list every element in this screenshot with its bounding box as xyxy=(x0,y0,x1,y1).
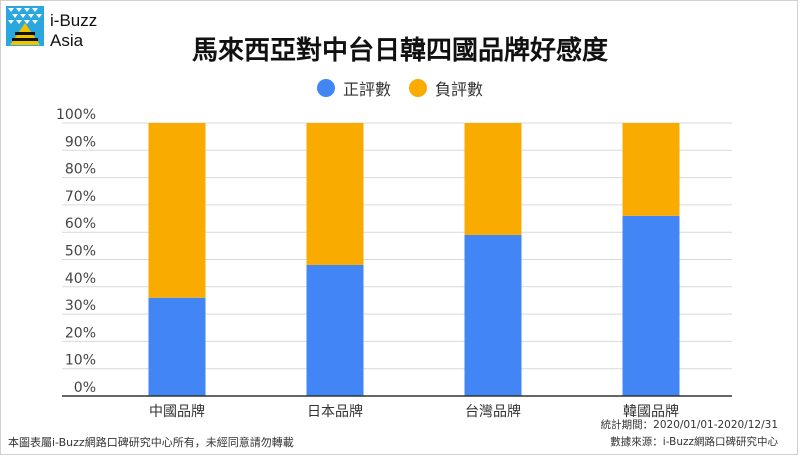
period-note: 統計期間：2020/01/01-2020/12/31 xyxy=(600,419,778,431)
bar-positive xyxy=(622,215,680,396)
bar-negative xyxy=(148,123,206,298)
bar-negative xyxy=(306,123,364,265)
y-tick-label: 30% xyxy=(65,298,96,314)
legend-label-positive: 正評數 xyxy=(342,80,391,99)
brand-logo: i-Buzz Asia xyxy=(6,6,166,56)
chart-legend: 正評數 負評數 xyxy=(0,76,800,100)
legend-item-positive: 正評數 xyxy=(316,76,391,100)
y-tick-label: 60% xyxy=(65,216,96,232)
hive-logo-icon xyxy=(6,6,44,46)
bar-negative xyxy=(464,123,522,235)
x-tick-label: 韓國品牌 xyxy=(623,403,679,420)
brand-name: i-Buzz Asia xyxy=(50,11,97,51)
legend-swatch-negative xyxy=(409,79,427,97)
y-tick-label: 10% xyxy=(65,353,96,369)
x-tick-label: 台灣品牌 xyxy=(465,403,521,420)
y-tick-label: 80% xyxy=(65,162,96,178)
y-tick-label: 0% xyxy=(74,380,96,396)
bar-positive xyxy=(464,234,522,396)
chart-title: 馬來西亞對中台日韓四國品牌好感度 xyxy=(191,36,608,66)
copyright-note: 本圖表屬i-Buzz網路口碑研究中心所有，未經同意請勿轉載 xyxy=(8,436,294,449)
y-tick-label: 50% xyxy=(65,244,96,260)
source-note: 數據來源：i-Buzz網路口碑研究中心 xyxy=(610,436,778,448)
brand-line-1: i-Buzz xyxy=(50,11,98,30)
x-tick-label: 中國品牌 xyxy=(149,403,205,420)
legend-swatch-positive xyxy=(316,79,335,97)
source-notes: 統計期間：2020/01/01-2020/12/31 數據來源：i-Buzz網路… xyxy=(601,417,778,451)
bar-positive xyxy=(306,264,364,396)
y-tick-label: 100% xyxy=(56,107,96,123)
brand-line-2: Asia xyxy=(50,31,84,50)
bar-negative xyxy=(622,123,680,216)
y-tick-label: 70% xyxy=(65,189,96,205)
x-tick-label: 日本品牌 xyxy=(307,403,363,420)
y-tick-label: 40% xyxy=(65,271,96,287)
legend-item-negative: 負評數 xyxy=(409,76,483,100)
y-tick-label: 90% xyxy=(65,134,96,150)
legend-label-negative: 負評數 xyxy=(435,80,484,99)
y-tick-label: 20% xyxy=(65,325,96,341)
bar-positive xyxy=(148,297,206,396)
